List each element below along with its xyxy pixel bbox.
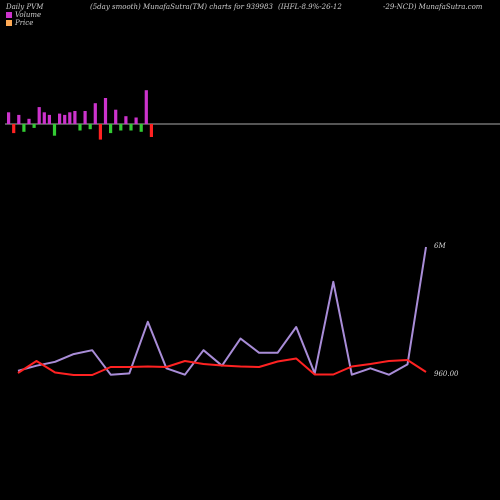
pvm-bar <box>58 113 62 124</box>
pvm-bar <box>129 124 133 131</box>
pvm-bar <box>63 114 67 124</box>
pvm-bar <box>144 90 148 124</box>
pvm-bar <box>47 114 51 124</box>
pvm-bar <box>134 117 138 124</box>
pvm-bar <box>68 112 72 124</box>
chart-title-far-right: -29-NCD) MunafaSutra.com <box>383 3 483 11</box>
pvm-bar <box>52 124 57 136</box>
pvm-bar <box>114 109 118 124</box>
chart-title-left: Daily PVM <box>6 3 44 11</box>
pvm-bar <box>119 124 123 131</box>
legend-volume-label: Volume <box>15 11 42 19</box>
pvm-bar <box>17 114 21 124</box>
pvm-bar <box>88 124 92 130</box>
pvm-bar <box>73 111 77 124</box>
pvm-bar <box>37 107 41 124</box>
pvm-bar <box>22 124 26 132</box>
pvm-bar <box>7 112 11 124</box>
pvm-bar <box>78 124 82 131</box>
pvm-bar <box>149 124 153 137</box>
pvm-bar <box>139 124 143 132</box>
chart-title-mid: (5day smooth) MunafaSutra(TM) charts for… <box>90 3 273 11</box>
pvm-bar <box>103 98 108 124</box>
legend-volume: Volume <box>6 11 41 19</box>
volume-max-label: 6M <box>434 242 446 250</box>
pvm-bar <box>83 111 87 124</box>
legend-price-swatch <box>6 20 12 26</box>
legend-volume-swatch <box>6 12 12 18</box>
pvm-bar <box>42 112 46 124</box>
pvm-bar <box>32 124 36 128</box>
chart-title-right: (IHFL-8.9%-26-12 <box>278 3 342 11</box>
pvm-bar <box>98 124 102 140</box>
pvm-bar <box>27 118 31 124</box>
pvm-bar <box>109 124 113 134</box>
legend-price: Price <box>6 19 33 27</box>
volume-line <box>17 246 427 376</box>
legend-price-label: Price <box>15 19 34 27</box>
pvm-bar <box>12 124 16 134</box>
pvm-bar <box>93 103 97 124</box>
price-ref-label: 960.00 <box>434 370 459 378</box>
price-line <box>17 357 427 376</box>
pvm-bar <box>124 116 128 124</box>
